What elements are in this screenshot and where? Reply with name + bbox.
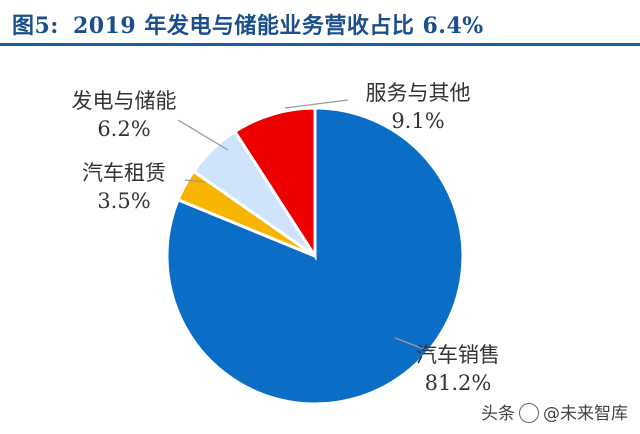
leader-line-3 (177, 119, 229, 151)
slice-value-label: 3.5% (97, 189, 150, 213)
leader-line-4 (284, 99, 349, 109)
watermark-logo-icon (519, 403, 539, 423)
watermark: 头条 @未来智库 (481, 399, 628, 424)
figure-title: 图5: 2019 年发电与储能业务营收占比 6.4% (12, 8, 498, 40)
figure-label: 图5: (12, 13, 59, 39)
leader-line-2 (184, 179, 206, 183)
slice-name-label: 汽车租赁 (82, 161, 166, 185)
leader-line-1 (394, 337, 433, 353)
slice-labels: 汽车销售 81.2% 汽车租赁 3.5% 发电与储能 6.2% 服务与其他 9.1% (72, 81, 501, 395)
watermark-symbol: @ (543, 404, 560, 424)
figure-header: 图5: 2019 年发电与储能业务营收占比 6.4% (0, 0, 640, 46)
leader-lines (177, 99, 433, 353)
slice-value-label: 9.1% (391, 109, 444, 133)
slice-value-label: 6.2% (97, 117, 150, 141)
pie-slice-4 (232, 106, 317, 262)
slice-name-label: 汽车销售 (416, 343, 500, 367)
figure-title-text: 2019 年发电与储能业务营收占比 6.4% (72, 13, 484, 39)
watermark-name: 未来智库 (560, 404, 628, 424)
slice-value-label: 81.2% (425, 371, 492, 395)
slice-name-label: 发电与储能 (72, 89, 177, 113)
pie-slices (165, 106, 465, 406)
watermark-prefix: 头条 (481, 404, 515, 424)
slice-name-label: 服务与其他 (366, 81, 471, 105)
